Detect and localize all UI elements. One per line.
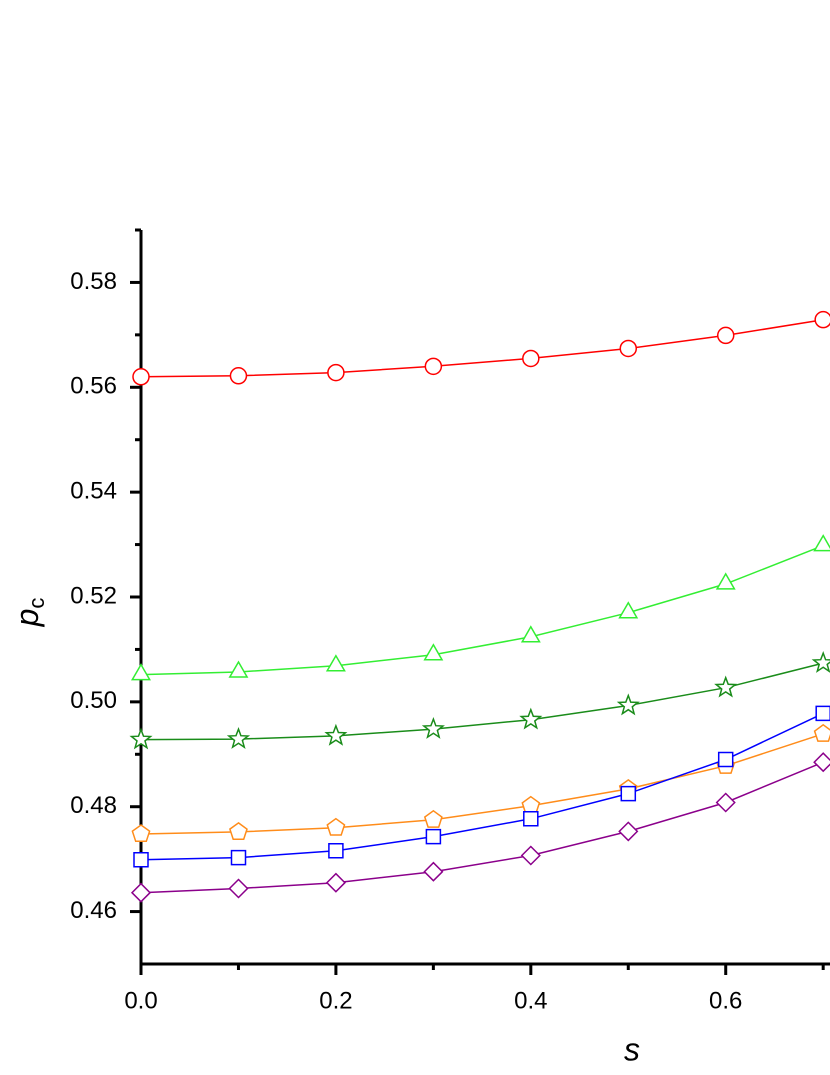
marker [714, 675, 738, 698]
marker [425, 828, 442, 845]
marker [715, 572, 736, 590]
marker [716, 326, 735, 345]
y-tick-label: 0.54 [70, 477, 117, 504]
marker [618, 821, 639, 842]
series-line [140, 544, 824, 676]
marker [328, 843, 344, 859]
y-tick-label: 0.52 [70, 582, 117, 609]
marker [421, 716, 445, 739]
series-line [140, 712, 824, 861]
series-line [140, 733, 824, 835]
marker [618, 601, 639, 619]
y-axis-label: pc [9, 598, 48, 628]
series-line [140, 318, 824, 378]
y-tick-label: 0.50 [70, 687, 117, 714]
x-tick-label: 0.6 [709, 987, 742, 1014]
marker [230, 849, 247, 866]
x-tick-label: 0.4 [514, 987, 547, 1014]
marker [813, 534, 830, 552]
marker [423, 861, 444, 882]
y-tick-label: 0.56 [70, 373, 117, 400]
marker [325, 872, 346, 893]
marker [815, 705, 830, 722]
marker [423, 809, 443, 828]
marker [520, 625, 541, 643]
series-line [140, 662, 824, 741]
marker [423, 643, 444, 661]
marker [132, 368, 150, 386]
marker [327, 363, 345, 382]
y-axis-label-sub: c [24, 598, 49, 609]
marker [129, 727, 153, 750]
y-tick-label: 0.48 [70, 792, 117, 819]
marker [130, 882, 152, 903]
marker [520, 845, 541, 866]
marker [519, 707, 543, 730]
marker [811, 650, 830, 673]
x-tick-label: 0.0 [124, 987, 157, 1014]
marker [131, 824, 151, 843]
marker [324, 723, 348, 746]
marker [228, 878, 249, 899]
marker [523, 811, 539, 827]
marker [813, 752, 830, 773]
marker [522, 349, 540, 368]
y-tick-label: 0.46 [70, 897, 117, 924]
x-tick-label: 0.2 [319, 987, 352, 1014]
series-line [140, 761, 824, 894]
marker [616, 693, 640, 716]
marker [226, 726, 251, 749]
marker [521, 795, 541, 814]
marker [814, 310, 830, 329]
marker [229, 367, 248, 385]
marker [130, 663, 152, 681]
y-axis-label-main: p [9, 609, 45, 628]
marker [424, 357, 443, 376]
marker [326, 817, 346, 836]
marker [620, 785, 637, 802]
marker [228, 660, 249, 678]
marker [717, 751, 734, 768]
marker [619, 339, 638, 358]
marker [133, 851, 149, 868]
marker [715, 792, 736, 813]
y-tick-label: 0.58 [70, 268, 117, 295]
marker [325, 654, 346, 672]
marker [813, 723, 830, 742]
x-axis-label: s [624, 1031, 640, 1067]
marker [229, 821, 248, 840]
